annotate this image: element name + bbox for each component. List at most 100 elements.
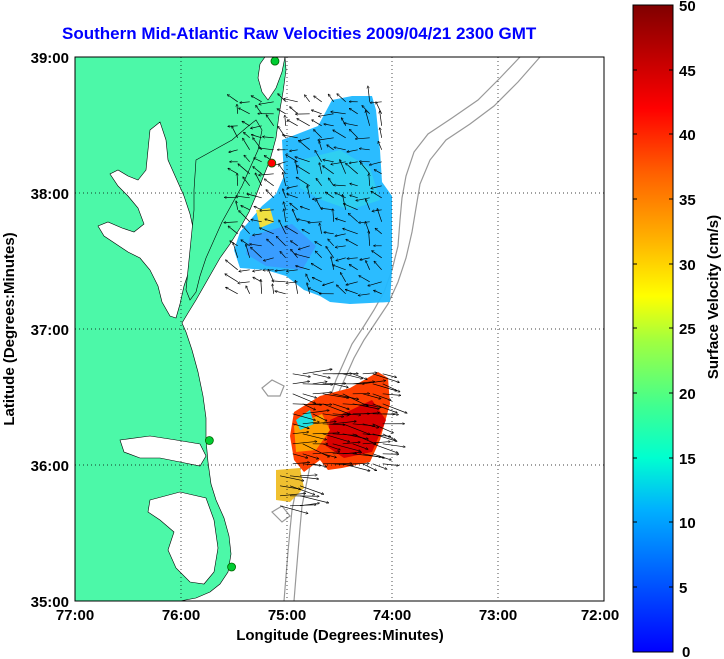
velocity-arrow bbox=[332, 393, 359, 399]
delaware-bay bbox=[257, 57, 286, 101]
velocity-arrow bbox=[325, 192, 334, 199]
velocity-arrow bbox=[368, 281, 382, 286]
velocity-arrow bbox=[318, 113, 334, 117]
y-tick-labels: 39:00 38:00 37:00 36:00 35:00 bbox=[31, 50, 69, 611]
velocity-arrow bbox=[242, 226, 250, 235]
velocity-arrow bbox=[287, 185, 298, 188]
velocity-arrow bbox=[260, 228, 274, 235]
velocity-arrow bbox=[349, 264, 358, 271]
velocity-arrow bbox=[238, 164, 250, 175]
y-tick-label: 35:00 bbox=[31, 594, 69, 611]
velocity-arrow bbox=[246, 244, 251, 258]
velocity-arrow bbox=[279, 493, 306, 497]
velocity-arrow bbox=[253, 234, 262, 235]
velocity-arrow bbox=[291, 241, 298, 247]
velocity-arrow bbox=[372, 453, 392, 460]
velocity-arrow bbox=[290, 150, 298, 151]
velocity-arrow bbox=[323, 281, 334, 286]
velocity-arrow bbox=[328, 94, 334, 103]
velocity-arrow bbox=[297, 119, 310, 127]
velocity-arrow bbox=[284, 209, 287, 222]
velocity-arrow bbox=[372, 403, 397, 413]
x-tick-labels: 77:00 76:00 75:00 74:00 73:00 72:00 bbox=[56, 607, 619, 624]
velocity-arrow bbox=[372, 383, 397, 391]
velocity-arrow bbox=[302, 403, 316, 410]
velocity-arrow bbox=[358, 293, 370, 296]
velocity-arrow bbox=[237, 173, 238, 186]
velocity-arrow bbox=[267, 239, 274, 247]
velocity-arrow bbox=[328, 239, 334, 247]
velocity-arrow bbox=[254, 206, 262, 211]
velocity-arrow bbox=[337, 94, 346, 103]
velocity-arrow bbox=[352, 373, 367, 380]
velocity-arrow bbox=[251, 96, 262, 103]
velocity-arrow bbox=[347, 149, 358, 152]
velocity-arrow bbox=[295, 280, 299, 294]
velocity-arrow bbox=[279, 220, 287, 234]
velocity-arrow bbox=[241, 206, 250, 211]
velocity-arrow bbox=[299, 503, 319, 507]
velocity-arrow bbox=[372, 443, 398, 453]
colorbar-tick-label: 45 bbox=[679, 63, 696, 80]
velocity-arrow bbox=[312, 120, 322, 127]
y-axis-label: Latitude (Degrees:Minutes) bbox=[1, 232, 18, 425]
velocity-arrow bbox=[243, 138, 250, 150]
y-tick-label: 36:00 bbox=[31, 458, 69, 475]
velocity-arrow bbox=[344, 123, 358, 127]
velocity-arrow bbox=[336, 257, 346, 261]
velocity-arrow bbox=[324, 124, 334, 127]
velocity-arrow bbox=[302, 384, 333, 385]
velocity-arrow bbox=[333, 209, 334, 222]
colorbar-tick-label: 25 bbox=[679, 321, 696, 338]
colorbar-tick-label: 5 bbox=[679, 580, 687, 597]
velocity-arrow bbox=[295, 157, 310, 163]
velocity-arrow bbox=[380, 111, 383, 126]
station-marker bbox=[227, 562, 236, 572]
chart-title: Southern Mid-Atlantic Raw Velocities 200… bbox=[62, 24, 537, 43]
velocity-arrow bbox=[225, 274, 238, 283]
velocity-arrow bbox=[346, 281, 358, 285]
velocity-arrow bbox=[327, 145, 334, 151]
velocity-arrow bbox=[228, 226, 238, 235]
velocity-arrow bbox=[242, 121, 250, 127]
velocity-arrow bbox=[236, 201, 239, 210]
velocity-arrow bbox=[331, 112, 346, 115]
velocity-arrow bbox=[382, 433, 396, 440]
velocity-arrow bbox=[236, 196, 250, 199]
velocity-arrow bbox=[346, 163, 358, 175]
velocity-arrow bbox=[362, 373, 377, 374]
velocity-arrow bbox=[366, 111, 371, 126]
velocity-arrow bbox=[292, 441, 317, 445]
velocity-arrow bbox=[312, 277, 322, 283]
velocity-arrow bbox=[362, 413, 380, 414]
velocity-arrow bbox=[243, 177, 250, 187]
velocity-arrow bbox=[292, 453, 308, 458]
velocity-arrow bbox=[349, 108, 358, 115]
velocity-arrow bbox=[378, 141, 383, 150]
velocity-arrow bbox=[264, 257, 274, 261]
velocity-arrow bbox=[342, 423, 370, 435]
velocity-arrow bbox=[380, 128, 383, 138]
velocity-arrow bbox=[356, 197, 370, 201]
velocity-arrow bbox=[323, 166, 334, 175]
velocity-arrow bbox=[319, 223, 323, 234]
velocity-arrow bbox=[332, 463, 353, 465]
velocity-arrow bbox=[348, 213, 358, 223]
velocity-arrow bbox=[336, 218, 346, 223]
velocity-arrow bbox=[362, 106, 370, 115]
velocity-arrow bbox=[264, 179, 274, 187]
velocity-arrow bbox=[352, 433, 376, 444]
velocity-arrow bbox=[359, 149, 370, 150]
velocity-arrow bbox=[289, 485, 315, 495]
colorbar-tick-label: 35 bbox=[679, 192, 696, 209]
velocity-arrow bbox=[332, 421, 357, 425]
velocity-arrow bbox=[285, 226, 298, 235]
velocity-arrow bbox=[261, 279, 262, 294]
colorbar-tick-label: 10 bbox=[679, 515, 696, 532]
velocity-arrow bbox=[322, 413, 344, 417]
velocity-arrow bbox=[298, 140, 310, 151]
velocity-arrow bbox=[342, 433, 368, 439]
velocity-arrow bbox=[292, 381, 310, 385]
y-tick-label: 39:00 bbox=[31, 50, 69, 67]
velocity-arrow bbox=[302, 453, 319, 459]
